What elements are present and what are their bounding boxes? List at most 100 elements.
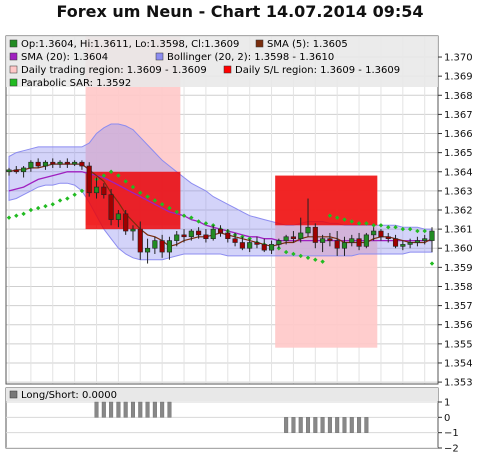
candle-32 — [239, 236, 245, 251]
sar-point-58 — [429, 261, 435, 266]
candle-body-51 — [378, 230, 384, 238]
sar-point-42 — [313, 257, 318, 262]
candle-0 — [6, 167, 12, 176]
candle-2 — [21, 166, 27, 178]
indicator-legend-background — [6, 388, 438, 401]
long-short-bar-0-14 — [109, 401, 114, 418]
candle-5 — [42, 160, 49, 170]
candle-35 — [261, 238, 267, 253]
candle-body-50 — [371, 230, 377, 236]
tick-label-7: 1.363 — [444, 186, 473, 197]
sar-point-44 — [327, 213, 333, 218]
indicator-y-axis-ticks: 1 0 −1 −2 — [438, 398, 459, 455]
tick-label-0: 1.370 — [444, 53, 473, 64]
long-short-bar-0-15 — [116, 401, 121, 418]
candle-body-22 — [166, 240, 173, 253]
sar-point-41 — [305, 255, 311, 261]
candle-29 — [217, 225, 224, 237]
candle-body-1 — [13, 169, 19, 173]
candle-44 — [327, 232, 333, 247]
candle-body-49 — [363, 234, 369, 247]
sar-point-13 — [101, 173, 107, 178]
tick-label-17: 1.353 — [444, 378, 473, 389]
sar-point-49 — [364, 221, 369, 226]
long-short-bar-0-19 — [145, 401, 150, 418]
legend-swatch-3 — [155, 52, 164, 61]
candle-body-34 — [254, 242, 260, 245]
sar-point-14 — [108, 169, 114, 174]
candle-25 — [188, 229, 194, 241]
chart-title: Forex um Neun - Chart 14.07.2014 09:54 — [56, 2, 424, 21]
sar-point-47 — [349, 219, 354, 224]
candle-48 — [356, 232, 362, 251]
y-axis-ticks: 1.370 1.369 1.368 1.367 1.366 1.365 1.364 1.363… — [438, 53, 473, 389]
sar-point-45 — [334, 215, 340, 220]
candle-22 — [166, 236, 173, 260]
sar-point-16 — [123, 179, 128, 184]
candle-body-6 — [50, 161, 56, 165]
candle-body-3 — [28, 161, 34, 169]
tick-label-6: 1.364 — [444, 167, 473, 178]
long-short-bar-0-13 — [101, 401, 106, 418]
candle-body-42 — [312, 226, 318, 243]
candle-body-52 — [385, 236, 391, 239]
candle-14 — [108, 188, 114, 226]
sar-point-10 — [79, 188, 85, 194]
long-short-bar-0-18 — [138, 401, 143, 418]
candle-body-0 — [6, 169, 12, 173]
sar-point-38 — [283, 249, 289, 255]
candle-42 — [312, 223, 318, 249]
legend-label-6: Parabolic SAR: 1.3592 — [21, 78, 131, 89]
tick-label-14: 1.356 — [444, 320, 473, 331]
legend-label-1: SMA (5): 1.3605 — [267, 39, 348, 50]
legend-swatch-2 — [9, 52, 18, 61]
sar-point-39 — [291, 251, 296, 257]
candle-49 — [363, 232, 369, 249]
sar-point-25 — [189, 215, 194, 220]
sar-point-57 — [422, 228, 427, 234]
candle-6 — [50, 158, 56, 168]
candle-56 — [414, 236, 420, 247]
candle-body-28 — [210, 228, 216, 239]
candle-body-18 — [137, 228, 143, 253]
candle-body-19 — [145, 247, 151, 253]
legend-swatch-6 — [9, 78, 18, 87]
candle-57 — [422, 234, 428, 245]
candle-19 — [145, 238, 151, 264]
long-short-bar-1-43 — [320, 417, 325, 433]
candle-body-31 — [232, 238, 238, 243]
candle-body-39 — [290, 236, 296, 239]
candle-body-21 — [159, 240, 165, 253]
tick-label-15: 1.355 — [444, 339, 473, 350]
long-short-bar-1-38 — [284, 417, 289, 433]
sar-point-8 — [65, 196, 70, 201]
candle-3 — [28, 160, 34, 172]
sar-point-19 — [145, 194, 150, 199]
candle-21 — [159, 234, 165, 258]
candle-9 — [72, 160, 78, 167]
candle-58 — [429, 227, 435, 253]
long-short-bar-1-49 — [364, 417, 369, 433]
sar-point-1 — [14, 213, 19, 218]
candle-43 — [320, 234, 326, 253]
indicator-tick-label-2: −1 — [444, 428, 459, 439]
candle-body-13 — [101, 186, 107, 196]
legend-label-5: Daily S/L region: 1.3609 - 1.3609 — [235, 65, 400, 76]
sar-point-6 — [50, 202, 55, 207]
sar-point-56 — [415, 228, 420, 234]
long-short-bar-1-48 — [357, 417, 362, 433]
candle-body-2 — [21, 167, 27, 173]
legend-swatch-0 — [9, 39, 18, 48]
tick-label-11: 1.359 — [444, 263, 473, 274]
long-short-bar-0-21 — [160, 401, 165, 418]
sar-point-23 — [174, 209, 179, 215]
long-short-bar-1-41 — [306, 417, 311, 433]
sar-point-55 — [407, 226, 413, 232]
tick-label-12: 1.358 — [444, 282, 473, 293]
sar-point-9 — [72, 192, 77, 197]
legend: Op:1.3604, Hi:1.3611, Lo:1.3598, Cl:1.36… — [6, 36, 438, 89]
candle-body-8 — [64, 161, 70, 165]
candle-body-20 — [152, 240, 158, 249]
tick-label-2: 1.368 — [444, 91, 473, 102]
candle-body-11 — [86, 165, 92, 194]
